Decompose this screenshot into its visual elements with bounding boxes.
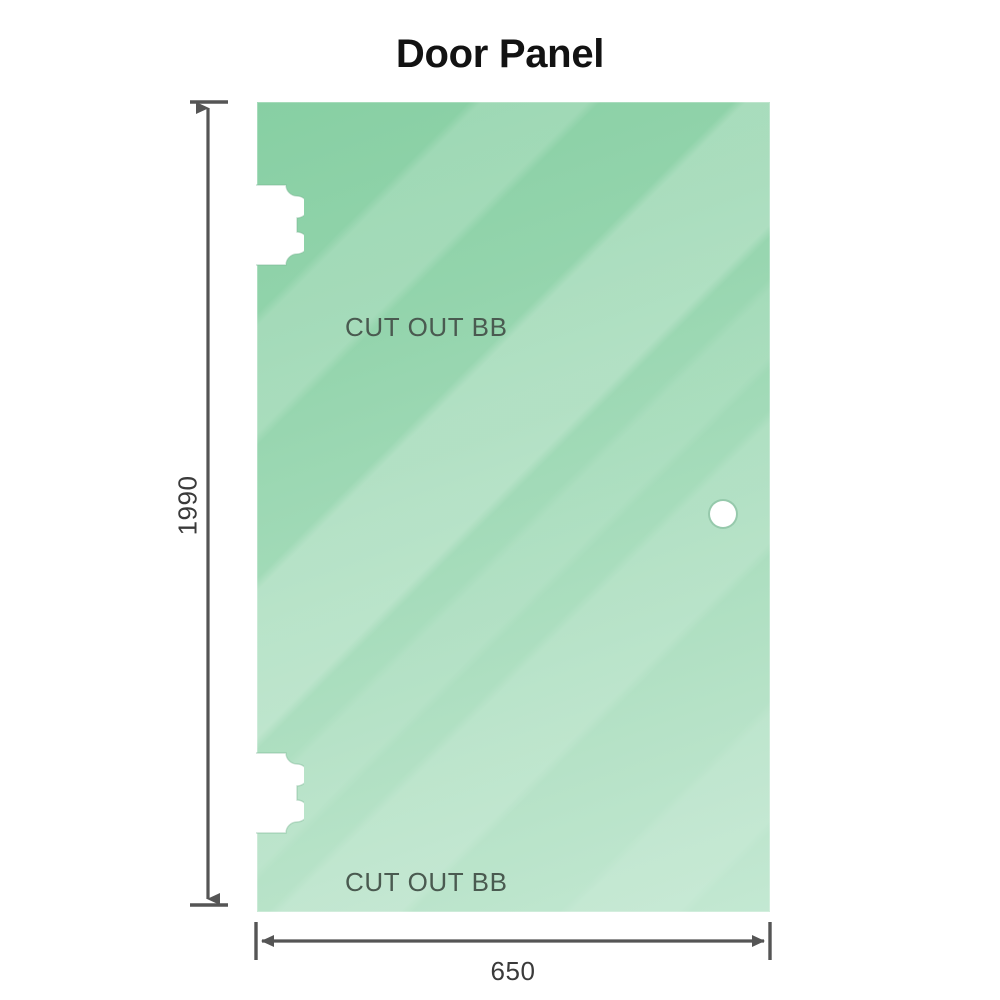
page-title: Door Panel [395,32,605,76]
height-dimension-group [190,100,228,907]
width-dimension-group [254,922,772,960]
panel-glass-surface [257,102,770,912]
width-dimension-label: 650 [490,956,536,986]
handle-hole-icon [710,501,736,527]
cutout-top-left [256,184,304,266]
cutout-label-top: CUT OUT BB [345,312,508,342]
cutout-label-bottom: CUT OUT BB [345,867,508,897]
height-dimension-label: 1990 [172,475,203,536]
cutout-bottom-left [256,752,304,834]
